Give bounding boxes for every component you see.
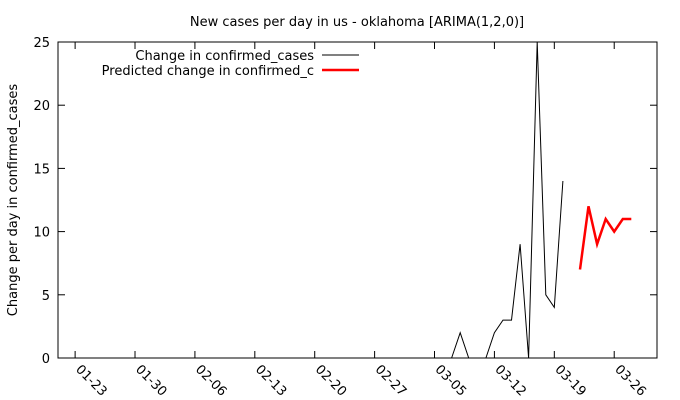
series-line-predicted — [578, 206, 632, 270]
y-tick-label: 0 — [42, 352, 50, 367]
x-tick-label: 01-30 — [132, 362, 169, 399]
x-tick-label: 02-27 — [372, 362, 409, 399]
x-tick-label: 03-26 — [611, 362, 648, 399]
x-tick-label: 03-19 — [551, 362, 588, 399]
x-tick-label: 01-23 — [72, 362, 109, 399]
y-axis: 0 5 10 15 20 25 — [33, 36, 657, 367]
x-axis: 01-23 01-30 02-06 02-13 02-20 02-27 03-05 03-12… — [72, 42, 649, 400]
y-tick-label: 25 — [33, 36, 50, 51]
legend-label: Predicted change in confirmed_c — [102, 64, 314, 79]
plot-frame — [57, 41, 658, 359]
series-lines — [451, 41, 632, 359]
series-line-observed — [451, 41, 564, 359]
y-tick-label: 5 — [42, 289, 50, 304]
x-tick-label: 02-06 — [192, 362, 229, 399]
y-axis-label: Change per day in confirmed_cases — [6, 84, 21, 317]
x-tick-label: 02-20 — [312, 362, 349, 399]
x-tick-label: 03-05 — [432, 362, 469, 399]
legend-label: Change in confirmed_cases — [135, 49, 314, 64]
y-tick-label: 10 — [33, 226, 50, 241]
y-tick-label: 20 — [33, 99, 50, 114]
y-tick-label: 15 — [33, 162, 50, 177]
x-tick-label: 03-12 — [492, 362, 529, 399]
chart-title: New cases per day in us - oklahoma [ARIM… — [190, 15, 524, 30]
x-tick-label: 02-13 — [252, 362, 289, 399]
